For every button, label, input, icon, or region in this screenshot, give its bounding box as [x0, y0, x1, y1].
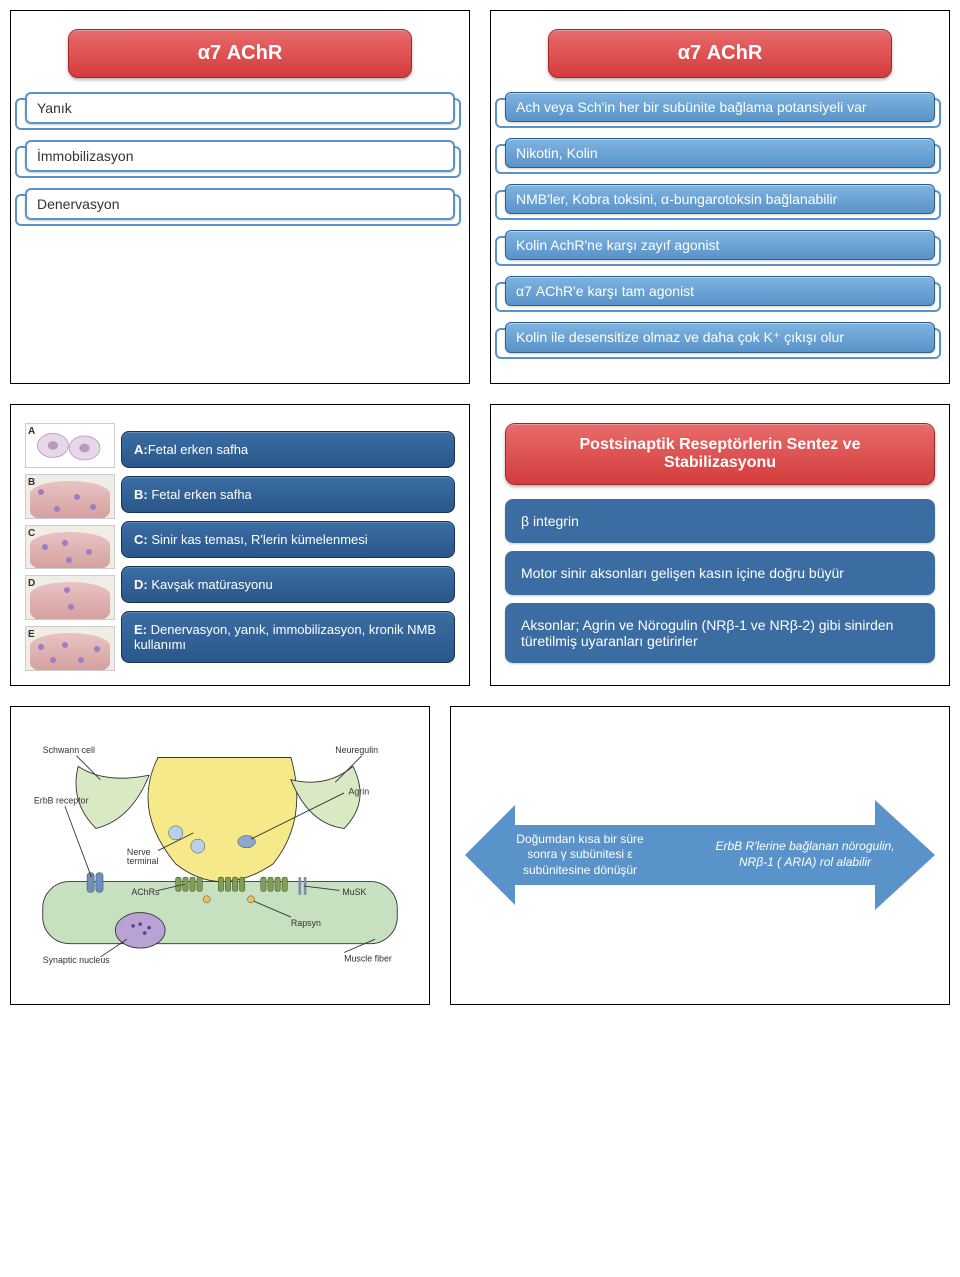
panel-left-1: α7 AChR Yanık İmmobilizasyon Denervasyon: [10, 10, 470, 384]
panel-left-3: Schwann cell ErbB receptor Neuregulin Ag…: [10, 706, 430, 1005]
lbl-schwann: Schwann cell: [43, 745, 95, 755]
stage-box: B: Fetal erken safha: [121, 476, 455, 513]
stage-text: Denervasyon, yanık, immobilizasyon, kron…: [134, 622, 436, 652]
image-strip: A B C: [25, 423, 115, 671]
bar-wrap: Ach veya Sch'in her bir subünite bağlama…: [505, 92, 935, 122]
panel-right-1: α7 AChR Ach veya Sch'in her bir subünite…: [490, 10, 950, 384]
panel-right-3: Doğumdan kısa bir süre sonra γ subünites…: [450, 706, 950, 1005]
lbl-synnuc: Synaptic nucleus: [43, 955, 111, 965]
info-box: Aksonlar; Agrin ve Nörogulin (NRβ-1 ve N…: [505, 603, 935, 663]
cells-icon: [26, 424, 114, 467]
bar-wrap: İmmobilizasyon: [25, 140, 455, 172]
info-box: Motor sinir aksonları gelişen kasın için…: [505, 551, 935, 595]
bar-wrap: Kolin AchR'ne karşı zayıf agonist: [505, 230, 935, 260]
stage-box: C: Sinir kas teması, R'lerin kümelenmesi: [121, 521, 455, 558]
right-bars: Ach veya Sch'in her bir subünite bağlama…: [505, 92, 935, 353]
strip-cell-d: D: [25, 575, 115, 620]
stage-bold: C:: [134, 532, 148, 547]
panel-right-2: Postsinaptik Reseptörlerin Sentez ve Sta…: [490, 404, 950, 686]
row-3: Schwann cell ErbB receptor Neuregulin Ag…: [10, 706, 950, 1005]
stage-text: Sinir kas teması, R'lerin kümelenmesi: [148, 532, 368, 547]
stage-bold: E:: [134, 622, 147, 637]
arrow-row: Doğumdan kısa bir süre sonra γ subünites…: [465, 725, 935, 985]
arrow-right: ErbB R'lerine bağlanan nörogulin, NRβ-1 …: [675, 785, 935, 925]
bar-wrap: Nikotin, Kolin: [505, 138, 935, 168]
info-box: β integrin: [505, 499, 935, 543]
strip-cell-b: B: [25, 474, 115, 519]
lbl-musk: MuSK: [342, 887, 366, 897]
right-bar: Kolin AchR'ne karşı zayıf agonist: [505, 230, 935, 260]
lbl-muscle: Muscle fiber: [344, 953, 392, 963]
bar-wrap: Yanık: [25, 92, 455, 124]
stage-box: D: Kavşak matürasyonu: [121, 566, 455, 603]
strip-cell-a: A: [25, 423, 115, 468]
strip-cell-c: C: [25, 525, 115, 570]
nerve-diagram: Schwann cell ErbB receptor Neuregulin Ag…: [25, 725, 415, 985]
lbl-neuregulin: Neuregulin: [335, 745, 378, 755]
right2-title: Postsinaptik Reseptörlerin Sentez ve Sta…: [505, 423, 935, 485]
stage-box: E: Denervasyon, yanık, immobilizasyon, k…: [121, 611, 455, 663]
left-bar: Yanık: [25, 92, 455, 124]
bar-wrap: NMB'ler, Kobra toksini, α-bungarotoksin …: [505, 184, 935, 214]
stage-bold: D:: [134, 577, 148, 592]
stage-bold: B:: [134, 487, 148, 502]
left-bar: Denervasyon: [25, 188, 455, 220]
stage-box: A:Fetal erken safha: [121, 431, 455, 468]
bar-wrap: Denervasyon: [25, 188, 455, 220]
right-bar: Ach veya Sch'in her bir subünite bağlama…: [505, 92, 935, 122]
lbl-nerve: Nerveterminal: [127, 847, 159, 866]
left-blue-boxes: A:Fetal erken safha B: Fetal erken safha…: [121, 423, 455, 671]
lbl-achrs: AChRs: [131, 887, 160, 897]
strip-cell-e: E: [25, 626, 115, 671]
arrow-left-text: Doğumdan kısa bir süre sonra γ subünites…: [485, 832, 675, 879]
row-2: A B C: [10, 404, 950, 686]
right-bar: NMB'ler, Kobra toksini, α-bungarotoksin …: [505, 184, 935, 214]
bar-wrap: Kolin ile desensitize olmaz ve daha çok …: [505, 322, 935, 353]
left-bar: İmmobilizasyon: [25, 140, 455, 172]
stage-text: Fetal erken safha: [148, 442, 248, 457]
title-left: α7 AChR: [68, 29, 412, 78]
lbl-rapsyn: Rapsyn: [291, 918, 321, 928]
panel-left-2: A B C: [10, 404, 470, 686]
right-bar: Kolin ile desensitize olmaz ve daha çok …: [505, 322, 935, 353]
stage-text: Fetal erken safha: [148, 487, 252, 502]
strip-label: A: [28, 426, 35, 437]
left-bars: Yanık İmmobilizasyon Denervasyon: [25, 92, 455, 220]
arrow-right-text: ErbB R'lerine bağlanan nörogulin, NRβ-1 …: [695, 839, 915, 870]
stage-text: Kavşak matürasyonu: [148, 577, 273, 592]
right-bar: α7 AChR'e karşı tam agonist: [505, 276, 935, 306]
arrow-left: Doğumdan kısa bir süre sonra γ subünites…: [465, 795, 695, 915]
stage-bold: A:: [134, 442, 148, 457]
row-1: α7 AChR Yanık İmmobilizasyon Denervasyon…: [10, 10, 950, 384]
lbl-agrin: Agrin: [349, 787, 370, 797]
bar-wrap: α7 AChR'e karşı tam agonist: [505, 276, 935, 306]
lbl-erbb: ErbB receptor: [34, 796, 89, 806]
right-bar: Nikotin, Kolin: [505, 138, 935, 168]
title-right: α7 AChR: [548, 29, 892, 78]
